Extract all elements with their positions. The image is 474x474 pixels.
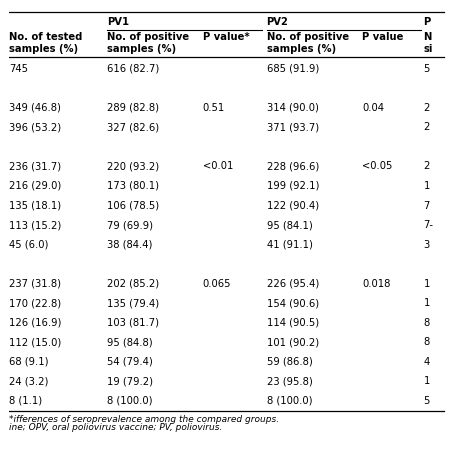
Text: 1: 1	[424, 279, 430, 289]
Text: No. of positive
samples (%): No. of positive samples (%)	[266, 32, 349, 54]
Text: 236 (31.7): 236 (31.7)	[9, 162, 62, 172]
Text: P: P	[424, 18, 431, 27]
Text: PV1: PV1	[107, 18, 129, 27]
Text: <0.05: <0.05	[362, 162, 392, 172]
Text: 114 (90.5): 114 (90.5)	[266, 318, 319, 328]
Text: 8 (100.0): 8 (100.0)	[266, 396, 312, 406]
Text: 101 (90.2): 101 (90.2)	[266, 337, 319, 347]
Text: 8 (1.1): 8 (1.1)	[9, 396, 43, 406]
Text: 7-: 7-	[424, 220, 434, 230]
Text: 349 (46.8): 349 (46.8)	[9, 103, 61, 113]
Text: 170 (22.8): 170 (22.8)	[9, 298, 62, 308]
Text: 396 (53.2): 396 (53.2)	[9, 122, 62, 132]
Text: 237 (31.8): 237 (31.8)	[9, 279, 62, 289]
Text: 38 (84.4): 38 (84.4)	[107, 239, 153, 249]
Text: 314 (90.0): 314 (90.0)	[266, 103, 319, 113]
Text: 154 (90.6): 154 (90.6)	[266, 298, 319, 308]
Text: PV2: PV2	[266, 18, 289, 27]
Text: 1: 1	[424, 376, 430, 386]
Text: 113 (15.2): 113 (15.2)	[9, 220, 62, 230]
Text: 4: 4	[424, 356, 430, 366]
Text: 220 (93.2): 220 (93.2)	[107, 162, 159, 172]
Text: 8 (100.0): 8 (100.0)	[107, 396, 153, 406]
Text: 2: 2	[424, 122, 430, 132]
Text: 685 (91.9): 685 (91.9)	[266, 64, 319, 74]
Text: 68 (9.1): 68 (9.1)	[9, 356, 49, 366]
Text: 0.018: 0.018	[362, 279, 391, 289]
Text: 3: 3	[424, 239, 430, 249]
Text: <0.01: <0.01	[203, 162, 233, 172]
Text: No. of tested
samples (%): No. of tested samples (%)	[9, 32, 83, 54]
Text: 112 (15.0): 112 (15.0)	[9, 337, 62, 347]
Text: 2: 2	[424, 162, 430, 172]
Text: 54 (79.4): 54 (79.4)	[107, 356, 153, 366]
Text: 135 (79.4): 135 (79.4)	[107, 298, 159, 308]
Text: ine; OPV, oral poliovirus vaccine; PV, poliovirus.: ine; OPV, oral poliovirus vaccine; PV, p…	[9, 423, 223, 432]
Text: 8: 8	[424, 337, 430, 347]
Text: 1: 1	[424, 298, 430, 308]
Text: 45 (6.0): 45 (6.0)	[9, 239, 49, 249]
Text: 0.51: 0.51	[203, 103, 225, 113]
Text: 41 (91.1): 41 (91.1)	[266, 239, 312, 249]
Text: No. of positive
samples (%): No. of positive samples (%)	[107, 32, 190, 54]
Text: 135 (18.1): 135 (18.1)	[9, 201, 62, 210]
Text: 216 (29.0): 216 (29.0)	[9, 181, 62, 191]
Text: 7: 7	[424, 201, 430, 210]
Text: P value*: P value*	[203, 32, 250, 42]
Text: 126 (16.9): 126 (16.9)	[9, 318, 62, 328]
Text: 0.04: 0.04	[362, 103, 384, 113]
Text: 122 (90.4): 122 (90.4)	[266, 201, 319, 210]
Text: 2: 2	[424, 103, 430, 113]
Text: 1: 1	[424, 181, 430, 191]
Text: 59 (86.8): 59 (86.8)	[266, 356, 312, 366]
Text: 289 (82.8): 289 (82.8)	[107, 103, 159, 113]
Text: 202 (85.2): 202 (85.2)	[107, 279, 159, 289]
Text: 173 (80.1): 173 (80.1)	[107, 181, 159, 191]
Text: 103 (81.7): 103 (81.7)	[107, 318, 159, 328]
Text: 8: 8	[424, 318, 430, 328]
Text: 95 (84.1): 95 (84.1)	[266, 220, 312, 230]
Text: 226 (95.4): 226 (95.4)	[266, 279, 319, 289]
Text: 0.065: 0.065	[203, 279, 231, 289]
Text: 79 (69.9): 79 (69.9)	[107, 220, 153, 230]
Text: 95 (84.8): 95 (84.8)	[107, 337, 153, 347]
Text: 228 (96.6): 228 (96.6)	[266, 162, 319, 172]
Text: 199 (92.1): 199 (92.1)	[266, 181, 319, 191]
Text: 5: 5	[424, 64, 430, 74]
Text: P value: P value	[362, 32, 403, 42]
Text: 371 (93.7): 371 (93.7)	[266, 122, 319, 132]
Text: 24 (3.2): 24 (3.2)	[9, 376, 49, 386]
Text: 5: 5	[424, 396, 430, 406]
Text: *ifferences of seroprevalence among the compared groups.: *ifferences of seroprevalence among the …	[9, 415, 280, 424]
Text: 19 (79.2): 19 (79.2)	[107, 376, 153, 386]
Text: 327 (82.6): 327 (82.6)	[107, 122, 159, 132]
Text: 106 (78.5): 106 (78.5)	[107, 201, 159, 210]
Text: 616 (82.7): 616 (82.7)	[107, 64, 160, 74]
Text: 745: 745	[9, 64, 28, 74]
Text: 23 (95.8): 23 (95.8)	[266, 376, 312, 386]
Text: N
si: N si	[424, 32, 433, 54]
